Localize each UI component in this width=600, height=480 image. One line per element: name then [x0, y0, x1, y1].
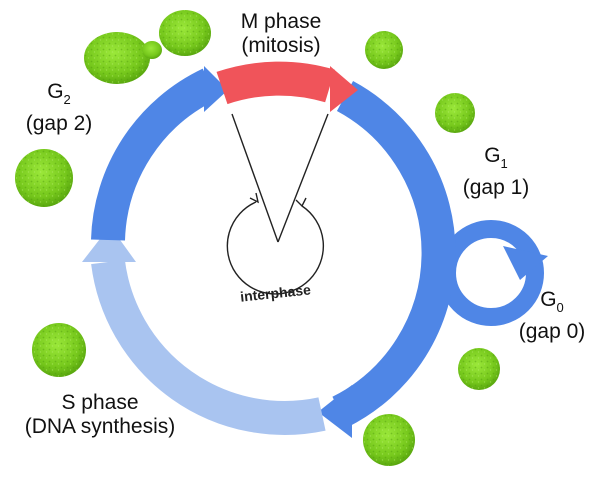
cell-g2-left [15, 149, 73, 207]
g1-desc: (gap 1) [462, 176, 530, 199]
g1-arc [332, 81, 456, 428]
s-phase-title: S phase [61, 391, 139, 414]
g0-label: G0 (gap 0) [508, 288, 596, 344]
g1-arrowhead [318, 385, 352, 438]
g1-label: G1 (gap 1) [452, 144, 540, 200]
m-phase-desc: (mitosis) [241, 34, 321, 57]
cell-g1-top [435, 93, 475, 133]
s-phase-label: S phase (DNA synthesis) [4, 391, 196, 439]
s-phase-arrowhead [82, 226, 136, 262]
g2-arrowhead [204, 66, 228, 112]
g1-title: G1 [484, 144, 508, 171]
s-phase-desc: (DNA synthesis) [24, 415, 176, 438]
m-phase-arrowhead [330, 66, 358, 112]
g2-arc [91, 68, 218, 241]
cell-bottom [363, 414, 415, 466]
m-phase-label: M phase (mitosis) [222, 10, 340, 58]
s-phase-arc [91, 259, 326, 435]
interphase-label: interphase [239, 281, 311, 304]
interphase-marker [226, 113, 329, 295]
m-phase-title: M phase [240, 10, 322, 33]
cells [15, 10, 500, 466]
g2-desc: (gap 2) [25, 112, 93, 135]
m-phase-arc [216, 61, 335, 105]
g0-desc: (gap 0) [518, 320, 586, 343]
g0-title: G0 [540, 288, 564, 315]
cell-m-right [365, 31, 403, 69]
cycle-ring [82, 61, 456, 438]
cell-g0-bottom [458, 348, 500, 390]
dividing-cell [84, 10, 211, 84]
cell-s-left [32, 323, 86, 377]
g2-label: G2 (gap 2) [20, 80, 98, 136]
g2-title: G2 [47, 80, 71, 107]
